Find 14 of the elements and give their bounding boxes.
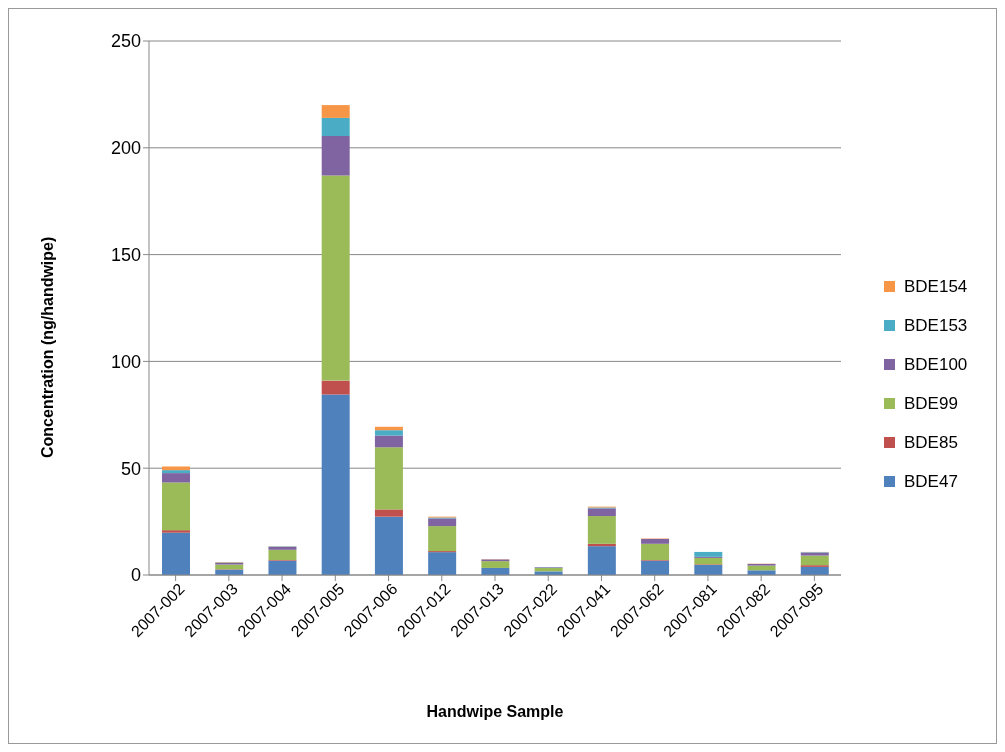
legend-label: BDE47 [904, 471, 958, 492]
legend-label: BDE100 [904, 354, 968, 375]
legend-label: BDE99 [904, 393, 958, 414]
y-tick-label: 50 [120, 458, 141, 479]
y-tick-label: 250 [110, 31, 141, 52]
y-tick-label: 0 [130, 565, 141, 586]
legend-label: BDE85 [904, 432, 958, 453]
y-axis-title: Concentration (ng/handwipe) [38, 236, 56, 458]
legend-label: BDE153 [904, 315, 968, 336]
x-axis-title: Handwipe Sample [426, 703, 564, 720]
y-tick-label: 150 [110, 244, 141, 265]
y-tick-label: 100 [110, 351, 141, 372]
legend-label: BDE154 [904, 276, 968, 297]
y-tick-label: 200 [110, 138, 141, 159]
